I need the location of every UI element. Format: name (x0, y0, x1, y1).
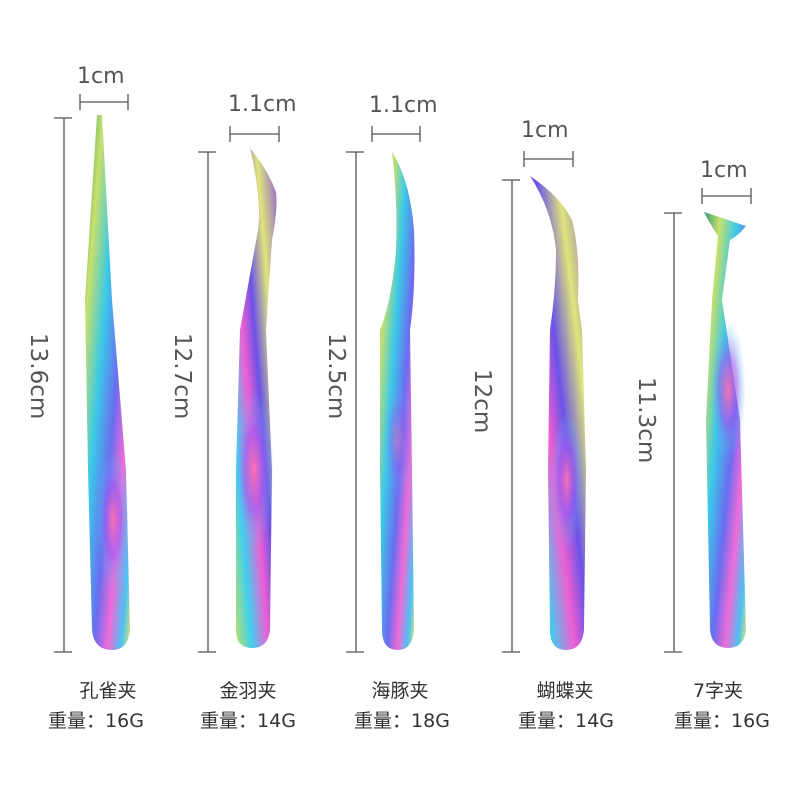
width-label-1: 1cm (77, 64, 125, 89)
product-name-3: 海豚夹 (371, 680, 429, 702)
width-label-2: 1.1cm (228, 92, 297, 117)
dolphin-tweezer (346, 126, 421, 653)
length-label-3: 12.5cm (323, 333, 349, 420)
peacock-tweezer (54, 94, 130, 653)
golden-feather-tweezer (198, 126, 280, 653)
width-label-5: 1cm (700, 158, 748, 183)
length-label-4: 12cm (469, 369, 495, 434)
length-label-5: 11.3cm (633, 377, 659, 464)
product-name-5: 7字夹 (692, 680, 744, 702)
width-label-3: 1.1cm (369, 93, 438, 118)
product-weight-1: 重量：16G (48, 710, 144, 732)
length-label-1: 13.6cm (25, 333, 51, 420)
product-name-4: 蝴蝶夹 (536, 680, 594, 702)
product-name-2: 金羽夹 (219, 680, 277, 702)
product-weight-4: 重量：14G (518, 710, 614, 732)
product-weight-2: 重量：14G (200, 710, 296, 732)
butterfly-tweezer (502, 151, 586, 653)
product-weight-5: 重量：16G (674, 710, 770, 732)
seven-shape-tweezer (664, 188, 752, 653)
length-label-2: 12.7cm (169, 333, 195, 420)
product-name-1: 孔雀夹 (79, 680, 137, 702)
product-weight-3: 重量：18G (354, 710, 450, 732)
width-label-4: 1cm (521, 118, 569, 143)
